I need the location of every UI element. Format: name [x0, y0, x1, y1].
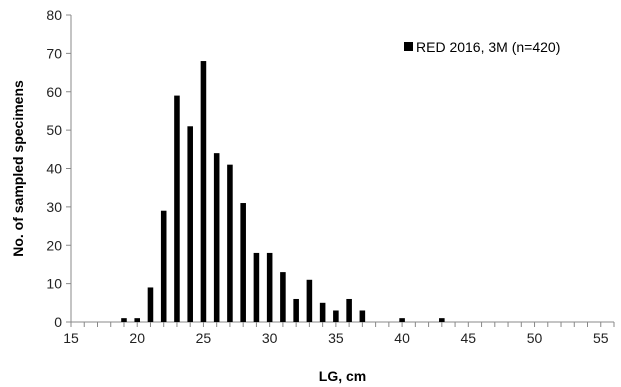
x-axis-title: LG, cm	[319, 368, 366, 384]
y-axis-title: No. of sampled specimens	[10, 80, 26, 257]
bar	[293, 298, 299, 322]
legend-swatch	[404, 42, 413, 51]
bar	[359, 310, 366, 322]
x-tick-label: 50	[527, 330, 543, 346]
bar	[280, 272, 286, 322]
bar-series	[121, 61, 445, 323]
y-axis-ticks: 0 10 20 30 40 50 60 70 80	[46, 7, 71, 330]
bar	[174, 95, 180, 323]
x-tick-label: 20	[129, 330, 145, 346]
y-tick-label: 30	[46, 199, 62, 215]
bar	[306, 279, 313, 322]
bar	[266, 252, 273, 322]
bar	[187, 126, 193, 322]
y-tick-label: 10	[46, 276, 62, 292]
x-tick-label: 45	[461, 330, 477, 346]
bar	[346, 298, 352, 322]
x-tick-label: 15	[63, 330, 79, 346]
y-tick-label: 70	[46, 45, 62, 61]
bar	[333, 310, 339, 322]
bar	[399, 318, 405, 322]
x-tick-label: 30	[262, 330, 278, 346]
bar	[200, 61, 207, 323]
x-axis-ticks: 15 20 25 30 35 40 45 50 55	[63, 322, 615, 346]
bar	[121, 318, 127, 322]
bar	[319, 302, 326, 322]
x-tick-label: 55	[593, 330, 609, 346]
bar	[147, 287, 154, 322]
bar	[253, 252, 260, 322]
y-tick-label: 80	[46, 7, 62, 23]
y-tick-label: 60	[46, 84, 62, 100]
legend-label: RED 2016, 3M (n=420)	[416, 39, 560, 55]
bar	[227, 164, 233, 322]
x-tick-label: 40	[394, 330, 410, 346]
bar	[240, 203, 246, 322]
legend: RED 2016, 3M (n=420)	[404, 39, 560, 55]
bar	[160, 210, 167, 322]
y-tick-label: 50	[46, 122, 62, 138]
bar	[213, 153, 220, 322]
x-tick-label: 25	[196, 330, 212, 346]
y-tick-label: 40	[46, 161, 62, 177]
y-tick-label: 0	[54, 314, 62, 330]
y-tick-label: 20	[46, 237, 62, 253]
x-tick-label: 35	[328, 330, 344, 346]
bar	[439, 318, 445, 322]
bar	[134, 318, 141, 322]
